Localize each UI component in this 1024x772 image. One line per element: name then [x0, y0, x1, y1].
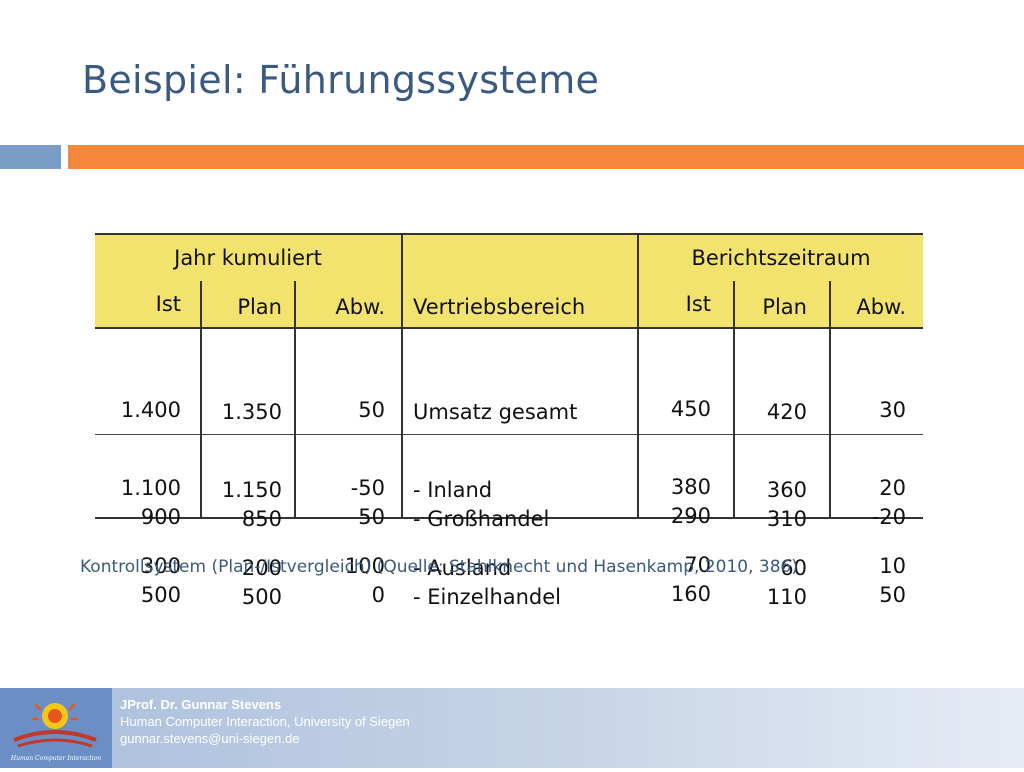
table-cell: 500 — [241, 585, 282, 609]
author-email: gunnar.stevens@uni-siegen.de — [120, 731, 300, 746]
table-cell: 1.150 — [221, 478, 282, 502]
table-cell: 360 — [766, 478, 807, 502]
comparison-table: Jahr kumuliert Berichtszeitraum Ist Plan… — [95, 233, 923, 609]
block1-ist-right: 450 380 70 — [639, 344, 711, 630]
column-divider — [200, 281, 202, 517]
slide-footer: Human Computer Interaction JProf. Dr. Gu… — [0, 688, 1024, 768]
table-cell: 1.100 — [120, 476, 181, 500]
slide-title: Beispiel: Führungssysteme — [82, 58, 600, 102]
table-cell: 850 — [241, 507, 282, 531]
block2-ist-right: 290 160 — [639, 451, 711, 659]
block2-ist-left: 900 500 — [95, 452, 181, 660]
header-abw-left: Abw. — [335, 295, 385, 319]
table-cell: 420 — [766, 400, 807, 424]
table-cell: 900 — [140, 505, 181, 529]
block2-abw-right: -20 50 — [831, 452, 906, 660]
table-cell: 50 — [358, 505, 385, 529]
table-cell: - Inland — [413, 478, 493, 502]
table-cell: -20 — [871, 505, 906, 529]
table-cell: 450 — [670, 397, 711, 421]
block2-plan-left: 850 500 — [202, 454, 282, 662]
header-ist-right: Ist — [685, 292, 711, 316]
block1-abw-left: 50 -50 100 — [296, 345, 385, 631]
author-affiliation: Human Computer Interaction, University o… — [120, 714, 410, 729]
block2-plan-right: 310 110 — [735, 454, 807, 662]
block2-bereich: - Großhandel - Einzelhandel — [413, 454, 635, 662]
header-ist-left: Ist — [155, 292, 181, 316]
table-cell: 1.400 — [120, 398, 181, 422]
column-divider — [401, 233, 403, 517]
table-cell: 20 — [879, 476, 906, 500]
table-cell: 380 — [670, 475, 711, 499]
table-cell: - Ausland — [413, 556, 512, 580]
hci-logo-icon: Human Computer Interaction — [10, 703, 101, 762]
group-header-jahr: Jahr kumuliert — [174, 246, 322, 270]
block1-abw-right: 30 20 10 — [831, 345, 906, 631]
column-divider — [733, 281, 735, 517]
table-rule-bottom — [95, 517, 923, 519]
hci-logo: Human Computer Interaction — [0, 688, 112, 768]
logo-caption: Human Computer Interaction — [10, 755, 101, 762]
author-name: JProf. Dr. Gunnar Stevens — [120, 697, 282, 712]
table-rule-separator — [95, 434, 923, 435]
table-cell: -50 — [350, 476, 385, 500]
table-cell: 200 — [241, 556, 282, 580]
table-rule-top — [95, 233, 923, 235]
header-plan-right: Plan — [762, 295, 807, 319]
table-cell: - Großhandel — [413, 507, 550, 531]
table-cell: 60 — [780, 556, 807, 580]
table-cell: 290 — [670, 504, 711, 528]
table-rule-header — [95, 327, 923, 329]
header-band — [95, 233, 923, 327]
table-cell: 160 — [670, 582, 711, 606]
group-header-berichtszeitraum: Berichtszeitraum — [691, 246, 871, 270]
block1-bereich: Umsatz gesamt - Inland - Ausland — [413, 347, 635, 633]
table-cell: 0 — [371, 583, 385, 607]
table-cell: 70 — [684, 553, 711, 577]
block1-plan-right: 420 360 60 — [735, 347, 807, 633]
block1-plan-left: 1.350 1.150 200 — [202, 347, 282, 633]
table-cell: 50 — [358, 398, 385, 422]
table-cell: 1.350 — [221, 400, 282, 424]
block2-abw-left: 50 0 — [296, 452, 385, 660]
table-cell: 110 — [766, 585, 807, 609]
accent-bar-orange — [68, 145, 1024, 169]
column-divider — [829, 281, 831, 517]
table-cell: 310 — [766, 507, 807, 531]
table-cell: - Einzelhandel — [413, 585, 562, 609]
header-abw-right: Abw. — [856, 295, 906, 319]
header-plan-left: Plan — [237, 295, 282, 319]
column-divider — [294, 281, 296, 517]
accent-bar-blue — [0, 145, 61, 169]
header-vertriebsbereich: Vertriebsbereich — [413, 295, 586, 319]
table-cell: 100 — [344, 554, 385, 578]
footer-contact: JProf. Dr. Gunnar Stevens Human Computer… — [120, 696, 410, 747]
block1-ist-left: 1.400 1.100 300 — [95, 345, 181, 631]
table-cell: 10 — [879, 554, 906, 578]
table-cell: 50 — [879, 583, 906, 607]
table-cell: Umsatz gesamt — [413, 400, 578, 424]
table-cell: 300 — [140, 554, 181, 578]
table-cell: 500 — [140, 583, 181, 607]
column-divider — [637, 233, 639, 517]
source-caption: Kontrollsystem (Plan-/Istvergleich) (Que… — [80, 557, 798, 577]
table-cell: 30 — [879, 398, 906, 422]
